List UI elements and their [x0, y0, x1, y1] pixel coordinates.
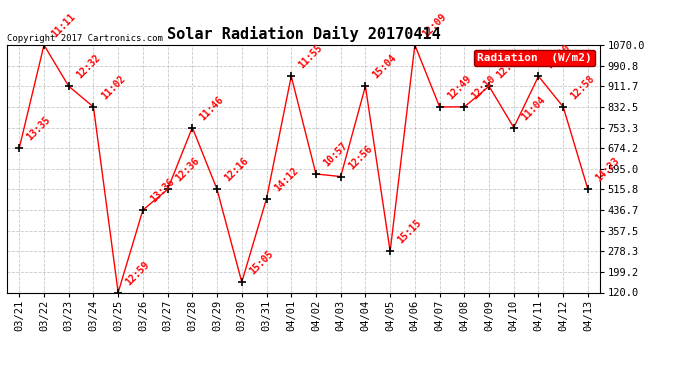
Text: 12:09: 12:09 [420, 12, 448, 39]
Text: 10:57: 10:57 [322, 141, 349, 168]
Text: 11:04: 11:04 [520, 94, 547, 122]
Text: 11:02: 11:02 [99, 74, 127, 101]
Text: 12:55: 12:55 [495, 53, 522, 81]
Text: 11:46: 11:46 [198, 94, 226, 122]
Text: 12:16: 12:16 [223, 156, 250, 184]
Text: 11:55: 11:55 [297, 43, 324, 71]
Text: 12:59: 12:59 [124, 259, 152, 287]
Text: 12:10: 12:10 [470, 74, 497, 101]
Text: 12:36: 12:36 [173, 156, 201, 184]
Text: 12:10: 12:10 [544, 43, 572, 71]
Text: Copyright 2017 Cartronics.com: Copyright 2017 Cartronics.com [7, 33, 163, 42]
Text: 13:35: 13:35 [25, 115, 52, 142]
Text: 12:49: 12:49 [445, 74, 473, 101]
Text: 14:12: 14:12 [272, 165, 300, 193]
Text: 12:32: 12:32 [75, 53, 102, 81]
Text: 15:15: 15:15 [395, 218, 424, 246]
Legend: Radiation  (W/m2): Radiation (W/m2) [474, 50, 595, 66]
Text: 12:56: 12:56 [346, 143, 374, 171]
Text: 15:04: 15:04 [371, 53, 399, 81]
Text: 13:36: 13:36 [148, 177, 176, 204]
Title: Solar Radiation Daily 20170414: Solar Radiation Daily 20170414 [167, 27, 440, 42]
Text: 14:23: 14:23 [593, 156, 621, 184]
Text: 11:11: 11:11 [50, 12, 77, 39]
Text: 15:05: 15:05 [247, 249, 275, 276]
Text: 12:58: 12:58 [569, 74, 597, 101]
